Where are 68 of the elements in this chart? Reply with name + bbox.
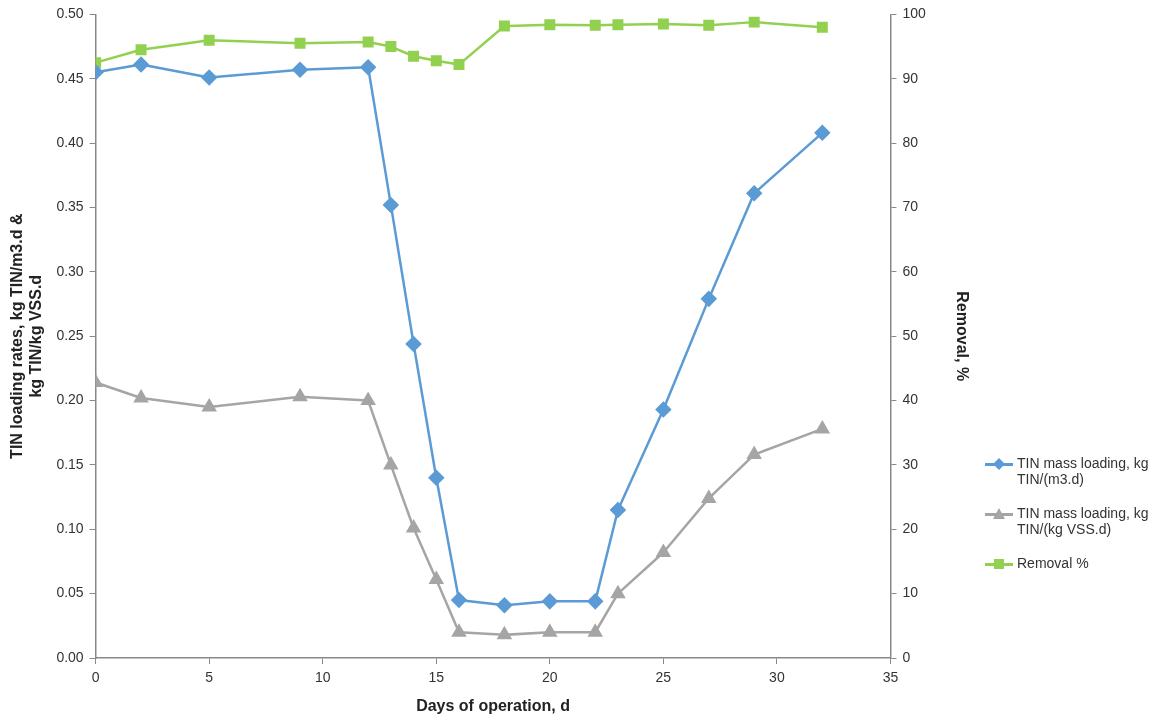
point	[405, 336, 422, 352]
point	[293, 388, 307, 402]
point	[383, 197, 399, 213]
point	[360, 59, 376, 75]
x-tick-label: 25	[655, 669, 672, 686]
point	[134, 390, 148, 403]
point	[542, 624, 557, 637]
x-tick-label: 35	[882, 669, 899, 686]
y2-tick-label: 90	[902, 69, 919, 86]
legend-label: TIN mass loading, kg TIN/(m3.d)	[1017, 455, 1150, 487]
y-axis-title: TIN loading rates, kg TIN/m3.d & kg TIN/kg VSS.d	[8, 213, 45, 459]
y2-tick-label: 0	[902, 648, 911, 665]
point	[747, 446, 762, 460]
point	[496, 597, 513, 613]
point	[452, 624, 466, 637]
y-tick-label: 0.00	[56, 648, 84, 665]
x-tick-label: 0	[91, 669, 100, 686]
point	[383, 457, 398, 470]
point	[655, 401, 672, 418]
point	[542, 593, 558, 610]
point	[588, 624, 603, 637]
point	[656, 544, 671, 557]
y-tick-label: 0.35	[56, 198, 84, 215]
point	[610, 502, 626, 518]
point	[746, 185, 762, 202]
y2-tick-label: 50	[902, 327, 919, 344]
y2-tick-label: 10	[902, 584, 919, 601]
y2-tick-label: 80	[902, 133, 919, 150]
y-tick-label: 0.45	[56, 69, 84, 86]
point	[611, 585, 625, 599]
point	[497, 627, 512, 640]
x-tick-label: 15	[428, 669, 445, 686]
y2-tick-label: 100	[902, 5, 927, 22]
y-tick-label: 0.15	[56, 455, 84, 472]
x-tick-label: 10	[314, 669, 331, 686]
point	[428, 470, 445, 486]
point	[406, 520, 421, 533]
point	[201, 69, 217, 86]
point	[202, 399, 217, 412]
y2-tick-label: 40	[902, 391, 919, 408]
x-tick-label: 20	[542, 669, 558, 686]
y-tick-label: 0.40	[56, 133, 84, 150]
legend-label: Removal %	[1017, 555, 1089, 571]
y-tick-label: 0.50	[56, 5, 84, 22]
y2-tick-label: 30	[902, 455, 919, 472]
x-tick-label: 5	[205, 669, 214, 686]
y2-tick-label: 60	[902, 262, 919, 279]
y-tick-label: 0.25	[56, 327, 84, 344]
y2-tick-label: 70	[902, 198, 919, 215]
point	[451, 592, 467, 608]
y2-tick-label: 20	[902, 520, 919, 537]
point	[429, 571, 444, 584]
y-tick-label: 0.30	[56, 262, 84, 279]
point	[361, 392, 376, 406]
point	[814, 125, 831, 141]
point	[701, 490, 716, 503]
point	[133, 56, 149, 73]
x-axis-title: Days of operation, d	[416, 696, 570, 714]
point	[587, 593, 603, 610]
y-tick-label: 0.10	[56, 520, 84, 537]
point	[815, 421, 830, 434]
point	[701, 291, 717, 307]
y-tick-label: 0.05	[56, 584, 84, 601]
legend-label: TIN mass loading, kg TIN/(kg VSS.d)	[1017, 505, 1150, 537]
x-tick-label: 30	[769, 669, 785, 686]
y2-axis-title: Removal, %	[953, 291, 971, 382]
y-tick-label: 0.20	[56, 391, 84, 408]
point	[292, 62, 308, 78]
